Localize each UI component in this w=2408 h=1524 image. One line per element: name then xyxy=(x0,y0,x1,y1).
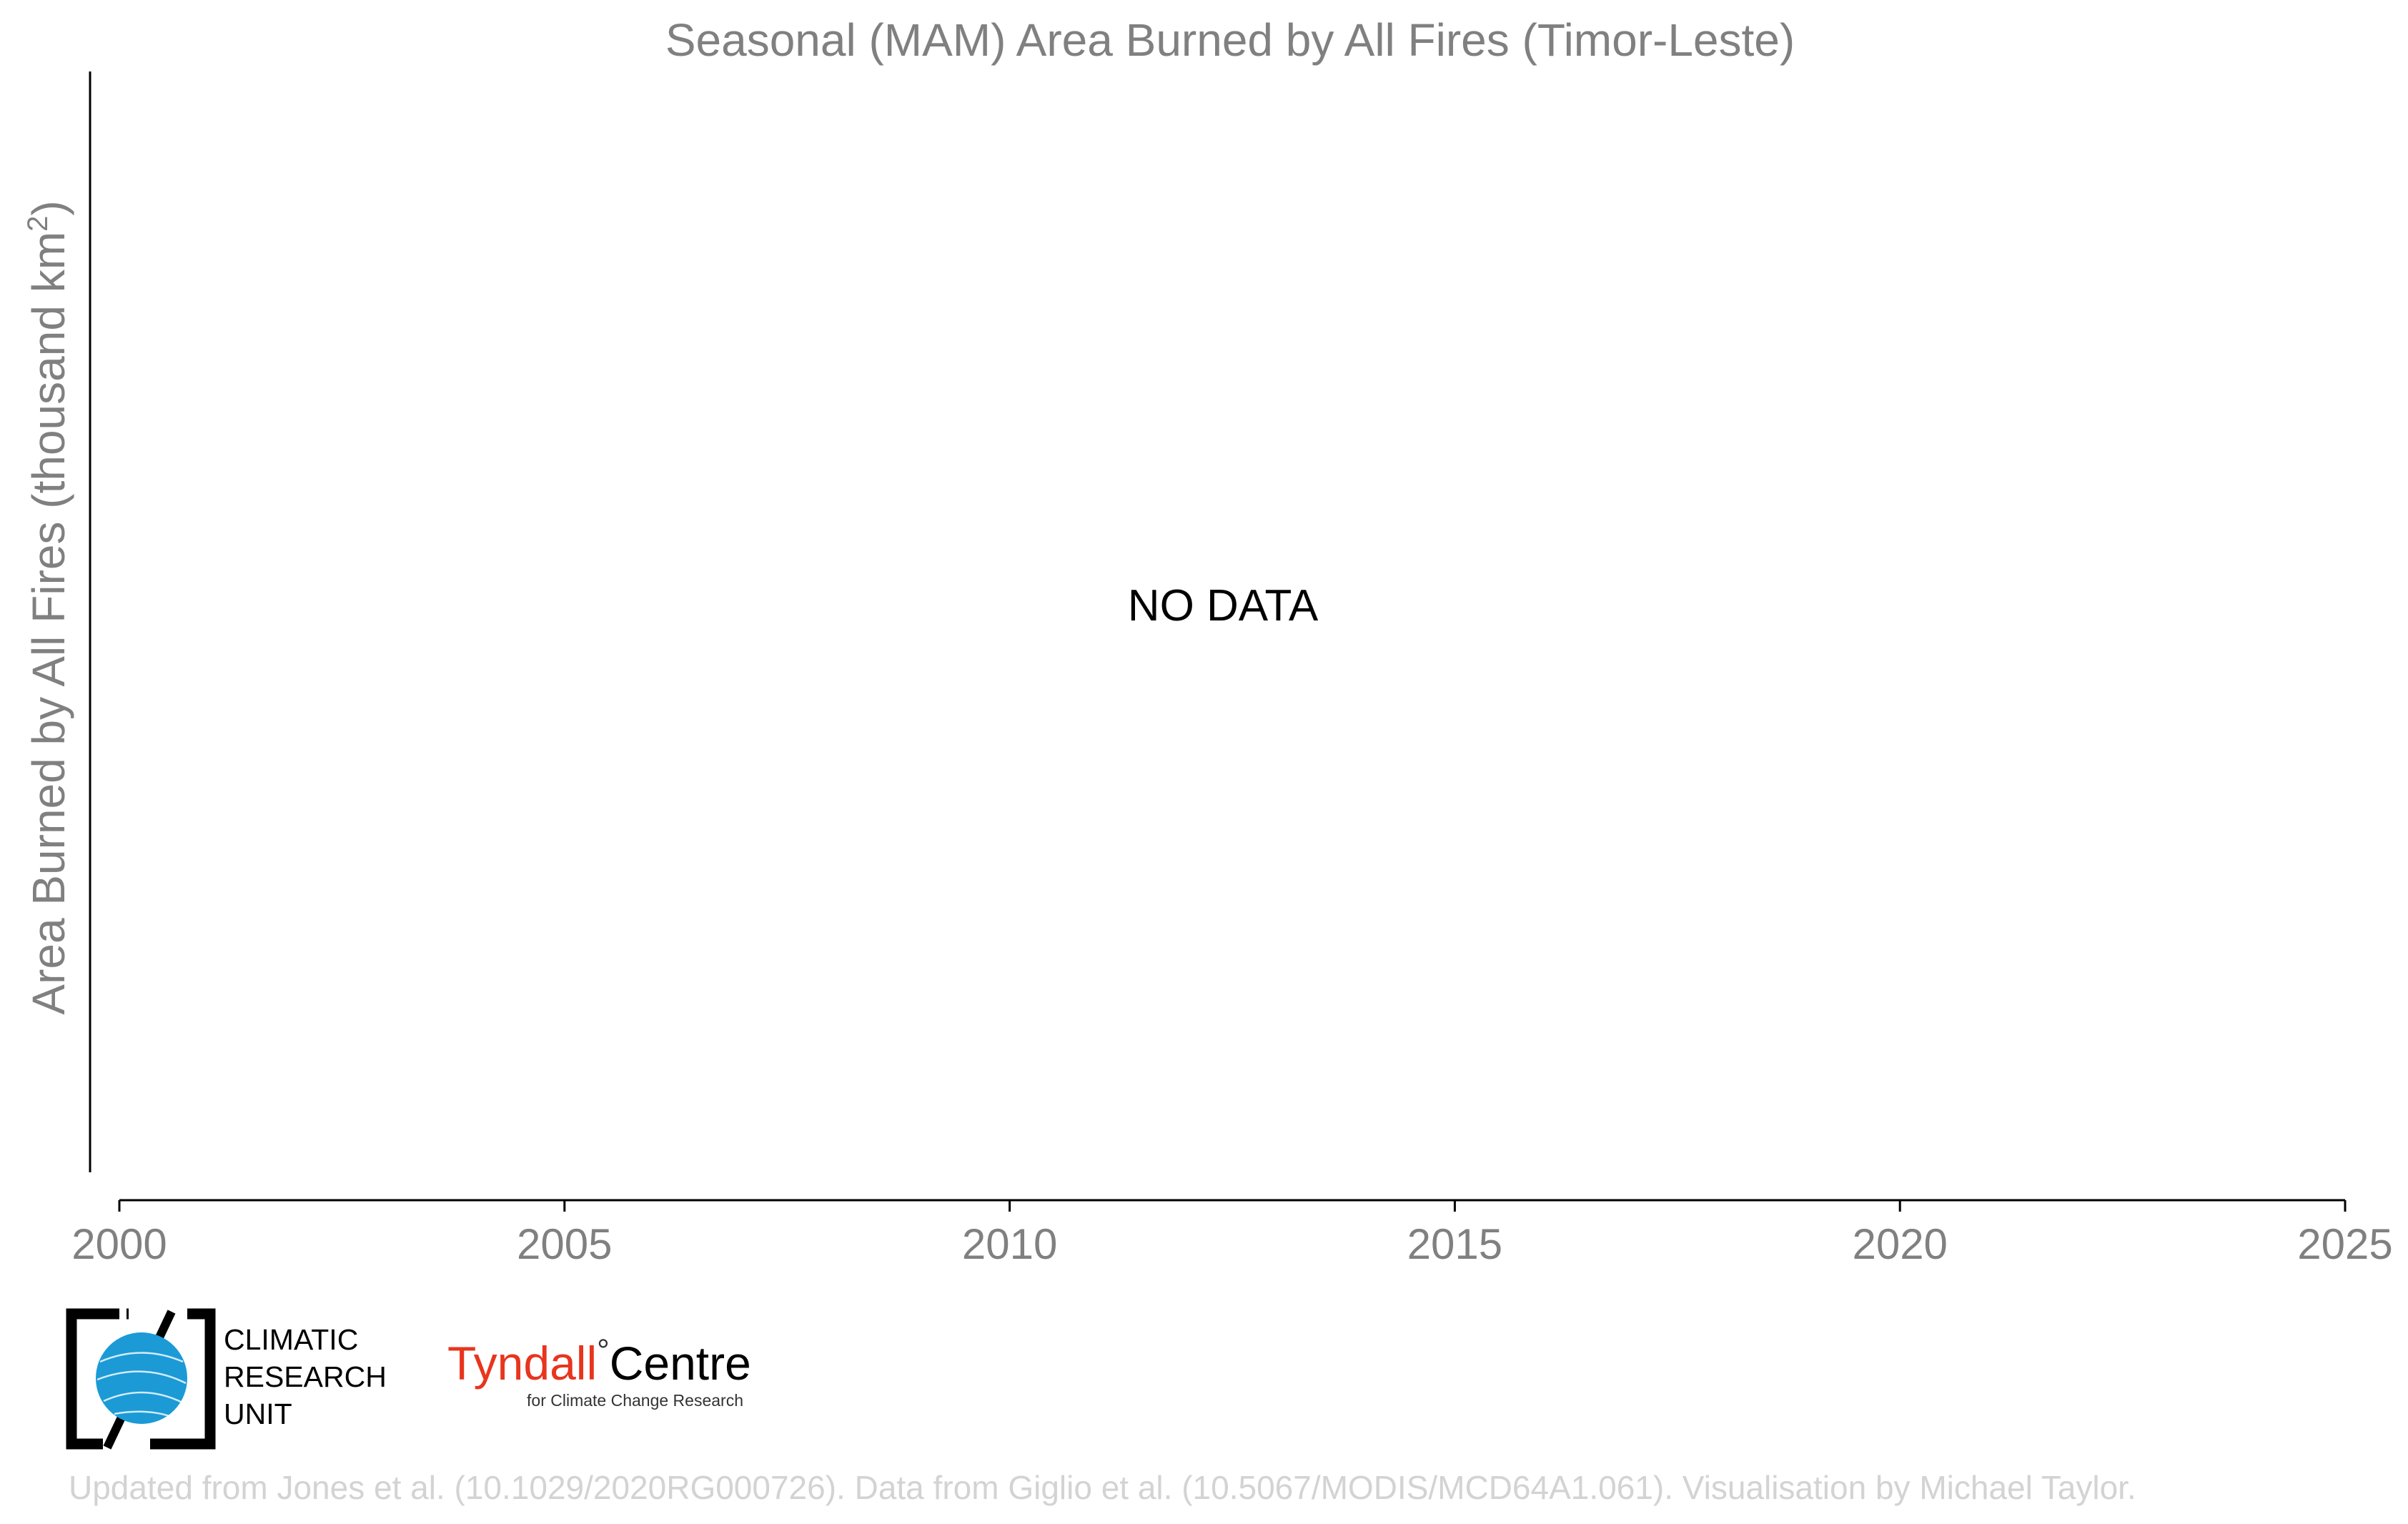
tyndall-degree: ° xyxy=(597,1333,610,1368)
tyndall-subtitle: for Climate Change Research xyxy=(527,1391,743,1410)
tyndall-name-part1: Tyndall xyxy=(447,1337,597,1390)
cru-globe-contour-3 xyxy=(103,1391,183,1404)
x-tick-label: 2025 xyxy=(2297,1220,2392,1268)
tyndall-wordmark: Tyndall°Centre xyxy=(447,1333,751,1390)
chart-title: Seasonal (MAM) Area Burned by All Fires … xyxy=(665,14,1795,66)
x-axis-ticks: 2000 2005 2010 2015 2020 2025 xyxy=(71,1200,2393,1268)
y-axis-label-main: Area Burned by All Fires (thousand km xyxy=(23,232,74,1015)
x-tick-label: 2005 xyxy=(517,1220,612,1268)
cru-logo: CLIMATIC RESEARCH UNIT xyxy=(66,1308,387,1450)
cru-globe-contour-1 xyxy=(99,1352,184,1363)
tyndall-name-part2: Centre xyxy=(610,1337,751,1390)
cru-text-line-3: UNIT xyxy=(224,1397,292,1430)
y-axis-label-superscript: 2 xyxy=(22,216,54,232)
cru-globe-contour-4 xyxy=(114,1410,172,1418)
cru-globe-contour-2 xyxy=(96,1370,187,1385)
credit-line: Updated from Jones et al. (10.1029/2020R… xyxy=(69,1469,2136,1506)
y-axis-label-close: ) xyxy=(23,200,74,215)
cru-bracket-right xyxy=(150,1308,216,1450)
tyndall-centre-logo: Tyndall°Centre for Climate Change Resear… xyxy=(447,1333,751,1410)
x-tick-label: 2010 xyxy=(962,1220,1057,1268)
cru-text-line-2: RESEARCH xyxy=(224,1360,387,1393)
x-tick-label: 2020 xyxy=(1852,1220,1947,1268)
x-tick-label: 2015 xyxy=(1407,1220,1502,1268)
cru-bracket-left xyxy=(66,1308,119,1450)
x-tick-label: 2000 xyxy=(71,1220,167,1268)
no-data-annotation: NO DATA xyxy=(1128,581,1319,630)
y-axis-label: Area Burned by All Fires (thousand km2) xyxy=(22,200,74,1014)
cru-text-line-1: CLIMATIC xyxy=(224,1323,358,1356)
